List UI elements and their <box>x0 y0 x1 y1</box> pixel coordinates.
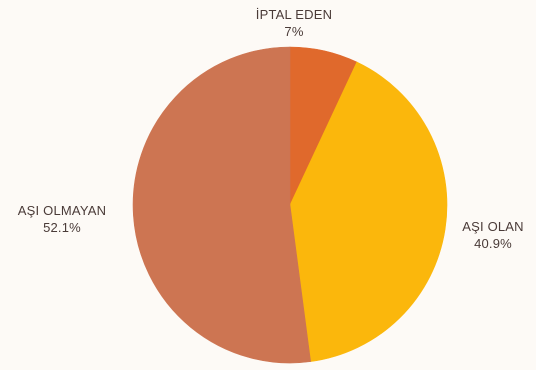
slice-label-vaccinated: AŞI OLAN 40.9% <box>452 218 534 252</box>
pie-slice-vaccinated <box>289 61 448 362</box>
slice-label-unvaccinated-value: 52.1% <box>43 220 81 235</box>
slice-label-cancelled: İPTAL EDEN 7% <box>244 6 344 40</box>
slice-label-unvaccinated: AŞI OLMAYAN 52.1% <box>6 202 118 236</box>
pie-slice-unvaccinated <box>132 46 311 364</box>
pie-slices <box>132 46 448 364</box>
slice-label-unvaccinated-name: AŞI OLMAYAN <box>17 203 107 218</box>
slice-label-vaccinated-value: 40.9% <box>474 236 512 251</box>
slice-label-cancelled-name: İPTAL EDEN <box>255 7 333 22</box>
slice-label-vaccinated-name: AŞI OLAN <box>462 219 524 234</box>
slice-label-cancelled-value: 7% <box>284 24 304 39</box>
